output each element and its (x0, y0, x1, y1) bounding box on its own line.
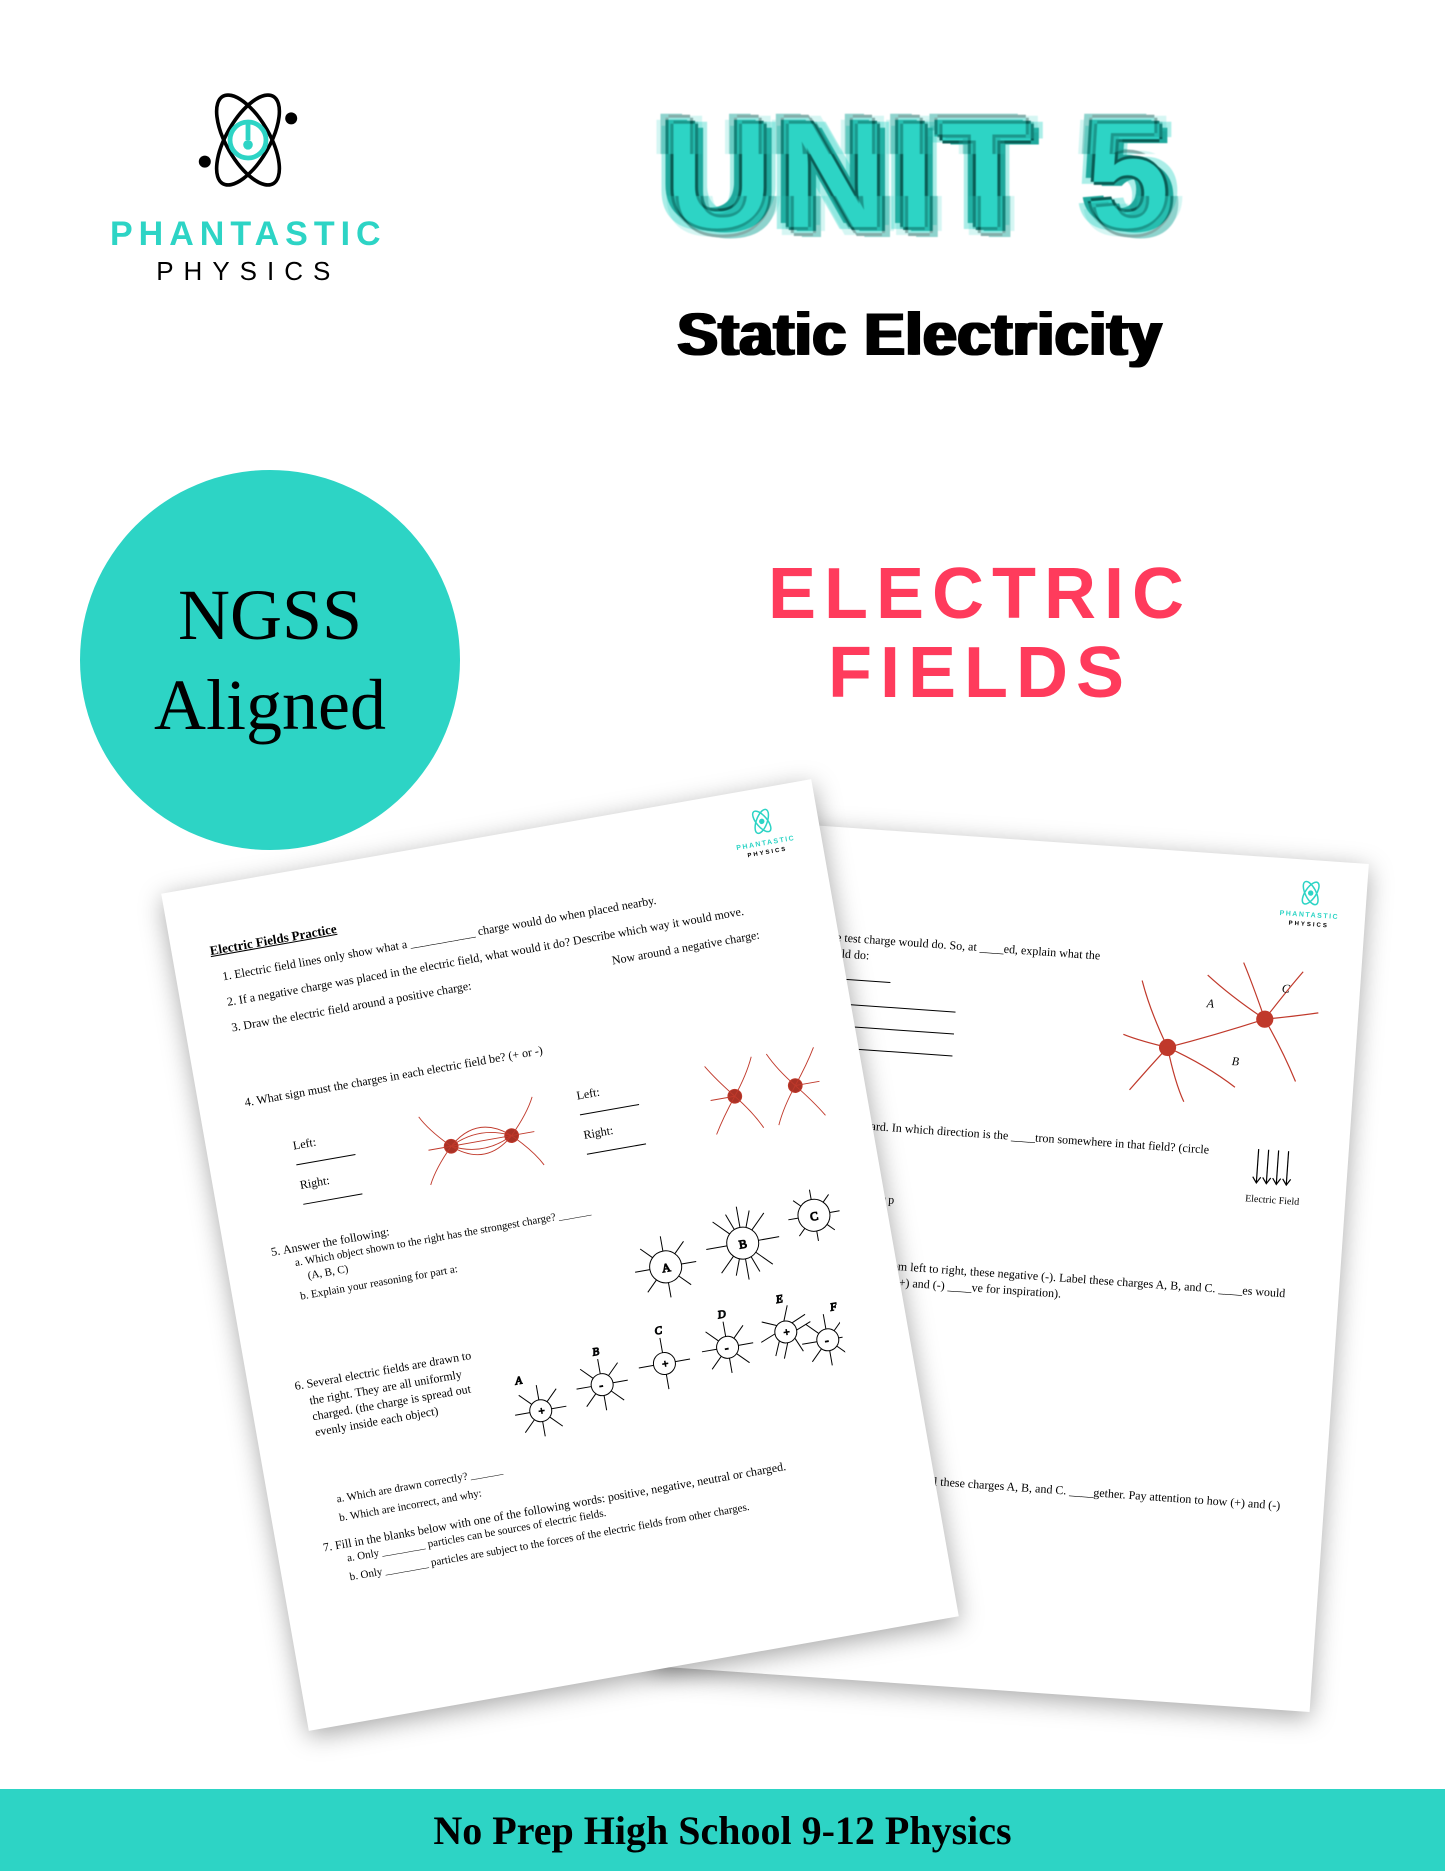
footer-bar: No Prep High School 9-12 Physics (0, 1789, 1445, 1871)
footer-text: No Prep High School 9-12 Physics (433, 1807, 1011, 1854)
svg-text:A: A (513, 1375, 523, 1388)
like-charges-field-icon (695, 1026, 835, 1156)
svg-text:D: D (716, 1309, 727, 1322)
badge-line2: Aligned (154, 660, 386, 750)
downward-field-icon (1248, 1145, 1301, 1192)
section-title-line1: ELECTRIC (600, 555, 1360, 634)
brand-name-bottom: PHYSICS (110, 256, 387, 287)
badge-line1: NGSS (178, 570, 362, 660)
ws2-ef-label: Electric Field (1237, 1192, 1308, 1210)
svg-text:B: B (592, 1346, 601, 1359)
svg-text:A: A (1205, 996, 1215, 1011)
mini-logo-icon: PHANTASTICPHYSICS (730, 801, 798, 862)
svg-text:C: C (654, 1325, 664, 1338)
svg-text:B: B (1231, 1054, 1240, 1069)
svg-text:E: E (774, 1294, 784, 1307)
field-diagram-two-charges-icon: A C B (1114, 949, 1324, 1113)
unit-subtitle: Static Electricity (480, 300, 1360, 369)
mini-logo-icon: PHANTASTICPHYSICS (1279, 876, 1342, 931)
worksheet-previews: PHANTASTICPHYSICS show what a positive t… (160, 830, 1360, 1730)
brand-name-top: PHANTASTIC (110, 215, 387, 254)
svg-text:F: F (828, 1301, 838, 1314)
section-title: ELECTRIC FIELDS (600, 555, 1360, 713)
ngss-badge: NGSS Aligned (80, 470, 460, 850)
svg-text:C: C (1281, 981, 1291, 996)
brand-logo: PHANTASTIC PHYSICS (110, 80, 387, 287)
dipole-field-icon (412, 1076, 552, 1206)
section-title-line2: FIELDS (600, 634, 1360, 713)
unit-title: UNIT 5 (480, 100, 1360, 250)
atom-icon (183, 80, 313, 200)
